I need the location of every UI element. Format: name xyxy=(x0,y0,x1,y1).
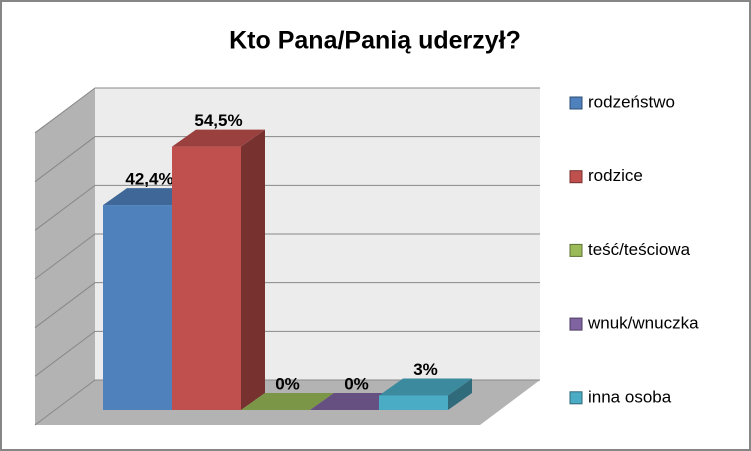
bars: 42,4% 54,5% 0% 0% 3% xyxy=(103,111,472,411)
grid-line xyxy=(34,87,540,134)
bar xyxy=(103,205,172,410)
legend-swatch xyxy=(569,96,583,110)
bar-top xyxy=(379,378,472,396)
grid-line xyxy=(34,136,540,183)
legend-label: rodzice xyxy=(588,166,643,185)
bar-top xyxy=(172,129,265,147)
grid-line xyxy=(34,233,540,280)
grid xyxy=(34,87,540,426)
bar-side xyxy=(241,129,265,411)
legend-label: wnuk/wnuczka xyxy=(587,314,699,333)
legend-swatch xyxy=(569,243,583,257)
grid-line xyxy=(34,282,540,329)
value-label: 0% xyxy=(344,374,369,393)
value-label: 3% xyxy=(413,360,438,379)
legend-label: rodzeństwo xyxy=(588,92,675,111)
value-label: 42,4% xyxy=(125,170,173,189)
value-label: 54,5% xyxy=(194,111,242,130)
chart-title: Kto Pana/Panią uderzył? xyxy=(229,27,521,55)
legend-swatch xyxy=(569,170,583,184)
value-label: 0% xyxy=(275,374,300,393)
grid-line xyxy=(34,184,540,231)
legend-swatch xyxy=(569,391,583,405)
bar-top xyxy=(241,393,334,410)
legend-label: inna osoba xyxy=(588,387,672,406)
grid-line xyxy=(34,330,540,377)
legend: rodzeństwo rodzice teść/teściowa wnuk/wnucz… xyxy=(569,92,699,406)
bar xyxy=(379,395,448,410)
bar xyxy=(172,146,241,411)
grid-line xyxy=(34,379,540,426)
legend-swatch xyxy=(569,317,583,331)
legend-label: teść/teściowa xyxy=(588,240,691,259)
bar-side xyxy=(448,378,472,410)
